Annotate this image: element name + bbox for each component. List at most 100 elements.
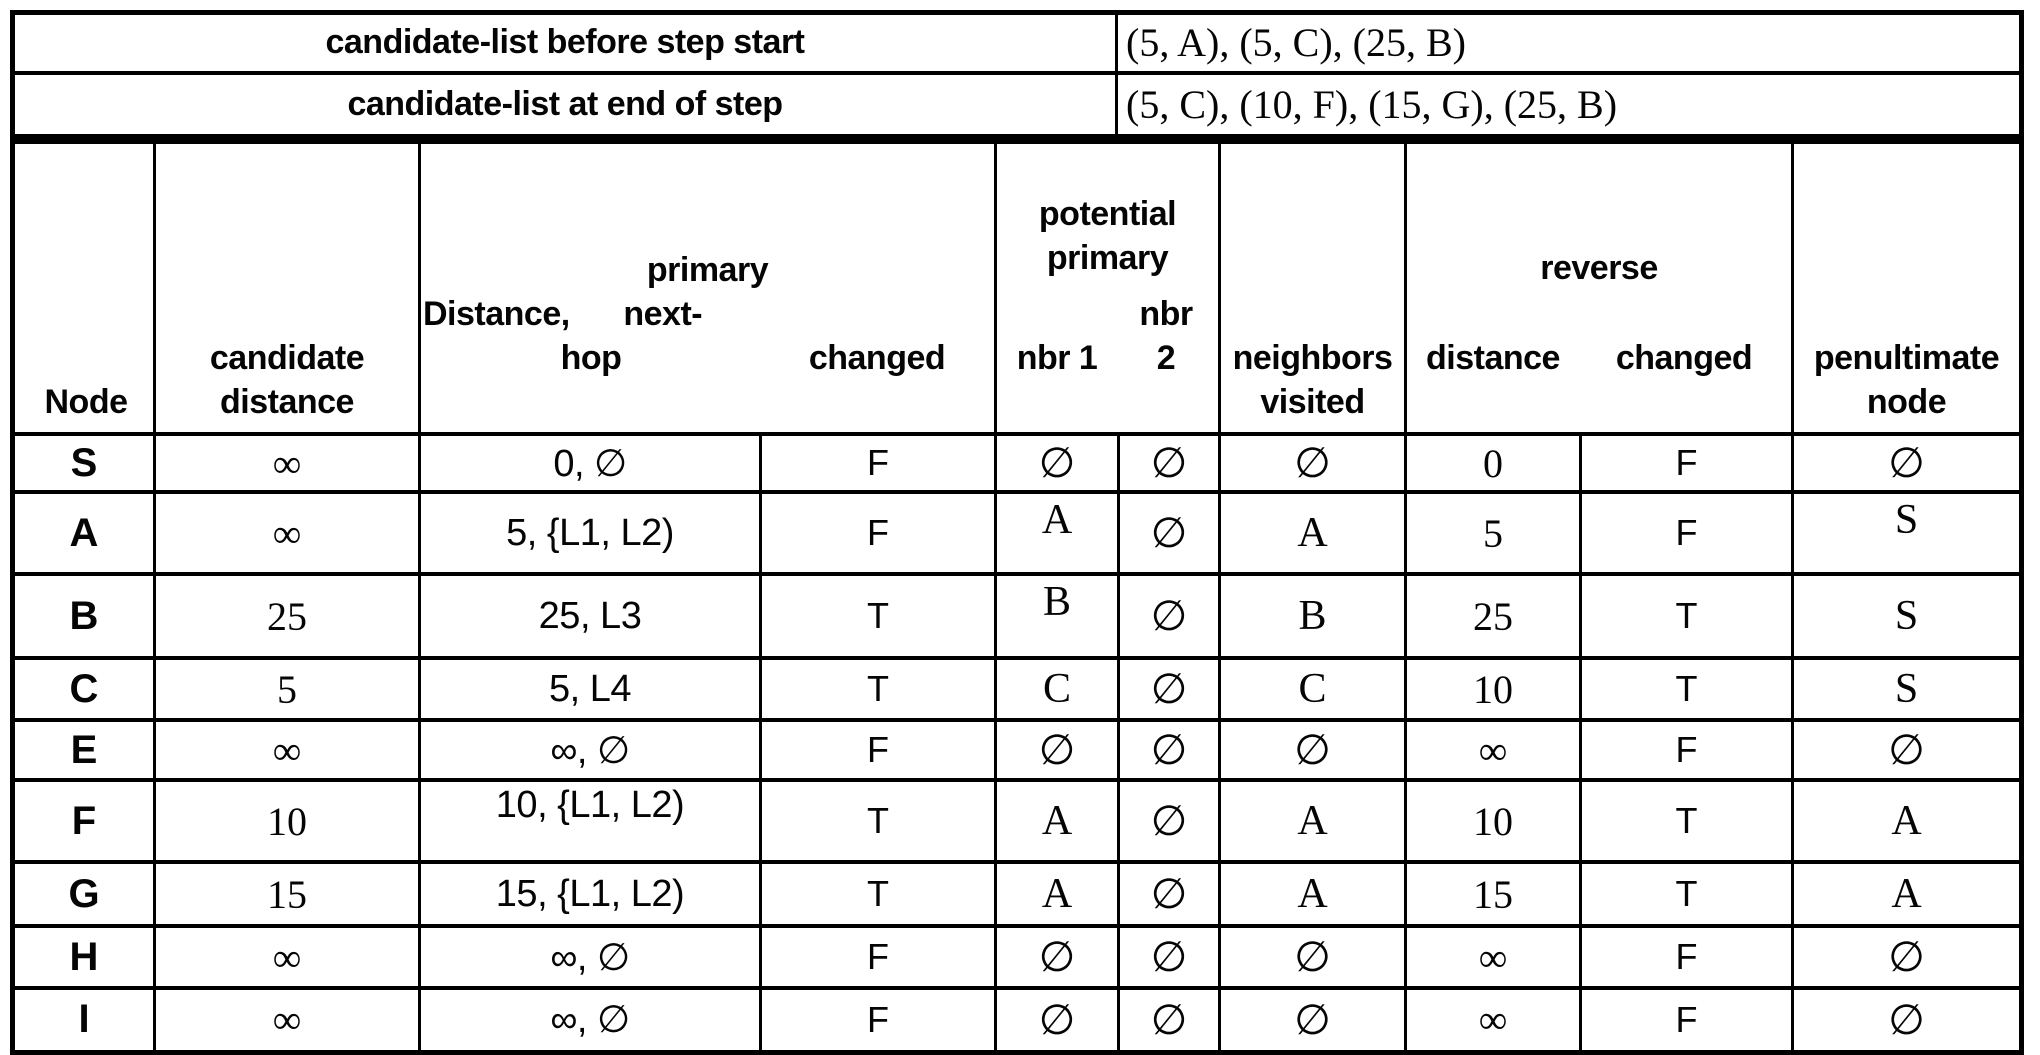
cell-nbr1: ∅ xyxy=(994,432,1120,494)
cell-reverse-distance: ∞ xyxy=(1404,986,1582,1054)
cell-penultimate-node: S xyxy=(1791,490,2023,576)
candidate-list-after-value: (5, C), (10, F), (15, G), (25, B) xyxy=(1115,70,2023,139)
cell-primary-changed: T xyxy=(759,860,997,928)
cell-nbr2: ∅ xyxy=(1117,986,1221,1054)
header-nbr-label: nbr xyxy=(1139,295,1193,333)
header-hop-label: hop xyxy=(560,339,622,377)
cell-reverse-changed: T xyxy=(1579,860,1794,928)
header-node: Node xyxy=(11,139,156,436)
cell-reverse-changed: F xyxy=(1579,490,1794,576)
cell-neighbors-visited: ∅ xyxy=(1218,986,1407,1054)
header-changed-label: changed xyxy=(808,339,946,377)
cell-node: A xyxy=(11,490,156,576)
candidate-list-before-row: candidate-list before step start (5, A),… xyxy=(11,10,2023,75)
cell-primary-changed: F xyxy=(759,924,997,990)
cell-primary-distance-next-hop: 15, {L1, L2) xyxy=(418,860,762,928)
cell-penultimate-node: ∅ xyxy=(1791,986,2023,1054)
cell-penultimate-node: S xyxy=(1791,656,2023,722)
cell-neighbors-visited: ∅ xyxy=(1218,924,1407,990)
cell-candidate-distance: 15 xyxy=(153,860,421,928)
cell-reverse-changed: F xyxy=(1579,986,1794,1054)
node-state-table: Node candidate distance primary Distance… xyxy=(10,139,2024,1055)
cell-nbr1: ∅ xyxy=(994,986,1120,1054)
cell-primary-changed: F xyxy=(759,490,997,576)
cell-neighbors-visited: ∅ xyxy=(1218,432,1407,494)
cell-node: E xyxy=(11,718,156,782)
cell-candidate-distance: 5 xyxy=(153,656,421,722)
row-C: C 5 5, L4 T C ∅ C 10 T S xyxy=(11,656,2023,722)
cell-nbr2: ∅ xyxy=(1117,432,1221,494)
cell-primary-distance-next-hop: 5, L4 xyxy=(418,656,762,722)
cell-node: G xyxy=(11,860,156,928)
cell-neighbors-visited: C xyxy=(1218,656,1407,722)
cell-nbr2: ∅ xyxy=(1117,718,1221,782)
cell-nbr2: ∅ xyxy=(1117,572,1221,660)
cell-reverse-distance: 15 xyxy=(1404,860,1582,928)
header-candidate-distance: candidate distance xyxy=(153,139,421,436)
header-reverse-distance-label: distance xyxy=(1426,339,1560,377)
cell-candidate-distance: ∞ xyxy=(153,432,421,494)
header-distance-next-hop-label: Distance, next- xyxy=(423,295,703,333)
cell-candidate-distance: 10 xyxy=(153,778,421,864)
cell-neighbors-visited: ∅ xyxy=(1218,718,1407,782)
cell-penultimate-node: A xyxy=(1791,778,2023,864)
cell-primary-changed: F xyxy=(759,432,997,494)
cell-candidate-distance: ∞ xyxy=(153,490,421,576)
cell-penultimate-node: A xyxy=(1791,860,2023,928)
header-node-label: Node xyxy=(44,383,129,421)
scanned-routing-step-table: candidate-list before step start (5, A),… xyxy=(10,10,2024,1055)
header-primary-group: primary Distance, next- hop changed xyxy=(418,139,997,436)
cell-penultimate-node: ∅ xyxy=(1791,432,2023,494)
header-reverse-changed-label: changed xyxy=(1615,339,1753,377)
cell-reverse-changed: T xyxy=(1579,656,1794,722)
cell-nbr2: ∅ xyxy=(1117,656,1221,722)
row-I: I ∞ ∞, ∅ F ∅ ∅ ∅ ∞ F ∅ xyxy=(11,986,2023,1054)
cell-candidate-distance: ∞ xyxy=(153,718,421,782)
row-A: A ∞ 5, {L1, L2) F A ∅ A 5 F S xyxy=(11,490,2023,576)
cell-reverse-distance: ∞ xyxy=(1404,718,1582,782)
cell-node: H xyxy=(11,924,156,990)
candidate-list-before-label: candidate-list before step start xyxy=(11,10,1118,75)
cell-nbr1: A xyxy=(994,778,1120,864)
cell-primary-distance-next-hop: 10, {L1, L2) xyxy=(418,778,762,864)
cell-reverse-distance: 25 xyxy=(1404,572,1582,660)
cell-node: I xyxy=(11,986,156,1054)
cell-primary-distance-next-hop: 25, L3 xyxy=(418,572,762,660)
cell-reverse-distance: 10 xyxy=(1404,778,1582,864)
row-S: S ∞ 0, ∅ F ∅ ∅ ∅ 0 F ∅ xyxy=(11,432,2023,494)
cell-reverse-changed: F xyxy=(1579,924,1794,990)
row-E: E ∞ ∞, ∅ F ∅ ∅ ∅ ∞ F ∅ xyxy=(11,718,2023,782)
cell-nbr1: A xyxy=(994,490,1120,576)
cell-reverse-distance: 5 xyxy=(1404,490,1582,576)
cell-nbr2: ∅ xyxy=(1117,860,1221,928)
cell-reverse-changed: T xyxy=(1579,572,1794,660)
header-row: Node candidate distance primary Distance… xyxy=(11,139,2023,436)
header-nbr2-label: 2 xyxy=(1156,339,1176,377)
cell-neighbors-visited: A xyxy=(1218,490,1407,576)
header-reverse-group: reverse distance changed xyxy=(1404,139,1794,436)
cell-candidate-distance: 25 xyxy=(153,572,421,660)
row-F: F 10 10, {L1, L2) T A ∅ A 10 T A xyxy=(11,778,2023,864)
row-H: H ∞ ∞, ∅ F ∅ ∅ ∅ ∞ F ∅ xyxy=(11,924,2023,990)
cell-nbr2: ∅ xyxy=(1117,778,1221,864)
cell-node: S xyxy=(11,432,156,494)
cell-penultimate-node: ∅ xyxy=(1791,924,2023,990)
header-penultimate-node: penultimate node xyxy=(1791,139,2023,436)
cell-primary-changed: F xyxy=(759,986,997,1054)
cell-primary-changed: T xyxy=(759,656,997,722)
header-potential-primary-group: potential primary nbr nbr 1 2 xyxy=(994,139,1221,436)
cell-nbr1: ∅ xyxy=(994,924,1120,990)
cell-penultimate-node: S xyxy=(1791,572,2023,660)
candidate-list-after-row: candidate-list at end of step (5, C), (1… xyxy=(11,70,2023,139)
cell-neighbors-visited: B xyxy=(1218,572,1407,660)
candidate-list-table: candidate-list before step start (5, A),… xyxy=(10,10,2024,139)
cell-nbr1: C xyxy=(994,656,1120,722)
candidate-list-before-value: (5, A), (5, C), (25, B) xyxy=(1115,10,2023,75)
header-reverse-label: reverse xyxy=(1540,249,1658,287)
cell-nbr2: ∅ xyxy=(1117,490,1221,576)
cell-reverse-distance: 10 xyxy=(1404,656,1582,722)
cell-primary-distance-next-hop: 5, {L1, L2) xyxy=(418,490,762,576)
header-neighbors-visited: neighbors visited xyxy=(1218,139,1407,436)
cell-candidate-distance: ∞ xyxy=(153,924,421,990)
header-potential-primary-label: potential primary xyxy=(1038,195,1177,277)
